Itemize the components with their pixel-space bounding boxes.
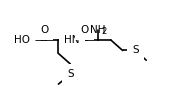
Text: O: O (40, 25, 48, 35)
Text: NH: NH (90, 25, 105, 35)
Text: S: S (67, 69, 74, 79)
Text: 2: 2 (101, 27, 107, 36)
Text: S: S (132, 45, 139, 55)
Text: O: O (80, 25, 89, 35)
Text: HO: HO (14, 35, 30, 45)
Text: HN: HN (64, 35, 79, 45)
